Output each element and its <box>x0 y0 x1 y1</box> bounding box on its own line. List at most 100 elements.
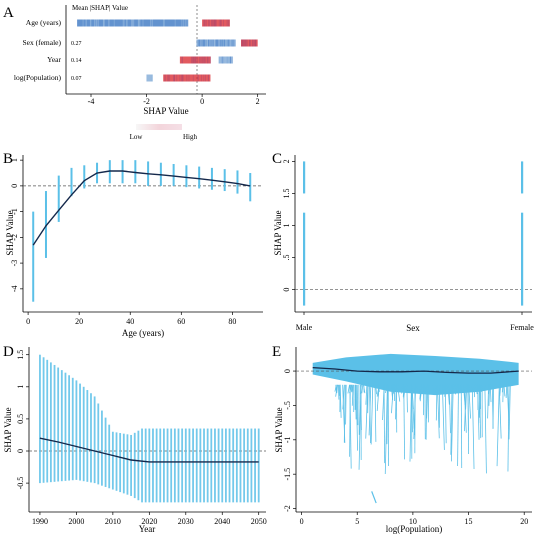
shap-point-column <box>75 380 78 480</box>
shap-point-streak <box>365 384 369 439</box>
shap-point-streak <box>447 384 450 405</box>
beeswarm-point <box>191 56 193 64</box>
beeswarm-point <box>193 56 195 64</box>
shap-point-column <box>32 211 35 302</box>
beeswarm-point <box>222 56 224 64</box>
beeswarm-point <box>104 19 106 27</box>
beeswarm-point <box>241 39 243 47</box>
x-tick-label: 60 <box>177 317 185 326</box>
colorbar-low-label: Low <box>130 133 144 141</box>
shap-point-streak <box>488 384 490 406</box>
shap-point-column <box>163 428 165 503</box>
beeswarm-point <box>205 39 207 47</box>
shap-point-streak <box>419 384 423 402</box>
shap-point-column <box>155 428 158 503</box>
beeswarm-point <box>108 19 110 27</box>
panel-c-ylabel: SHAP Value <box>273 210 283 255</box>
beeswarm-point <box>174 19 176 27</box>
beeswarm-point <box>210 56 211 64</box>
beeswarm-point <box>181 19 183 27</box>
beeswarm-point <box>182 74 184 82</box>
panel-label-b: B <box>3 151 13 167</box>
beeswarm-point <box>249 39 251 47</box>
shap-point-column <box>235 428 238 503</box>
beeswarm-point <box>249 39 250 47</box>
y-tick-label: -2 <box>10 234 19 241</box>
beeswarm-point <box>137 19 139 27</box>
beeswarm-point <box>230 39 232 47</box>
beeswarm-point <box>191 56 192 64</box>
shap-point-streak <box>351 384 354 393</box>
shap-point-column <box>49 362 52 483</box>
x-tick-label: 0 <box>200 97 204 106</box>
beeswarm-point <box>226 39 228 47</box>
beeswarm-point <box>188 74 190 82</box>
shap-point-streak <box>426 384 429 419</box>
beeswarm-point <box>150 74 152 82</box>
beeswarm-point <box>206 39 208 47</box>
shap-point-streak <box>336 384 338 394</box>
beeswarm-point <box>228 19 230 27</box>
shap-point-streak <box>411 384 414 410</box>
panel-e-population: 0 5 10 15 20 -2 -1.5 -1 -.5 0 log(Population) SHA… <box>274 347 532 534</box>
shap-point-streak <box>375 384 377 395</box>
beeswarm-point <box>133 19 135 27</box>
beeswarm-point <box>181 74 183 82</box>
beeswarm-point <box>85 19 87 27</box>
shap-point-column <box>206 428 209 503</box>
beeswarm-point <box>94 19 95 27</box>
beeswarm-point <box>181 56 183 64</box>
x-tick-label: 1990 <box>32 517 48 526</box>
y-tick-label: -1 <box>10 208 19 215</box>
panel-b-ylabel: SHAP Value <box>5 210 15 255</box>
shap-point-streak <box>503 384 506 397</box>
shap-point-streak <box>383 384 386 464</box>
shap-point-streak <box>435 384 438 421</box>
beeswarm-point <box>221 56 223 64</box>
beeswarm-point <box>176 74 178 82</box>
beeswarm-point <box>192 74 194 82</box>
shap-point-column <box>185 165 188 188</box>
beeswarm-point <box>219 56 221 64</box>
shap-point-column <box>70 167 73 197</box>
beeswarm-point <box>126 19 128 27</box>
shap-point-column <box>192 428 194 503</box>
beeswarm-point <box>225 56 226 64</box>
shap-point-column <box>246 428 249 503</box>
shap-point-column <box>97 403 100 485</box>
panel-label-d: D <box>3 344 14 360</box>
shap-point-column <box>111 431 114 490</box>
shap-point-column <box>71 377 74 481</box>
beeswarm-point <box>201 56 203 64</box>
shap-point-streak <box>496 384 500 467</box>
panel-label-c: C <box>272 151 282 167</box>
beeswarm-point <box>122 19 124 27</box>
beeswarm-point <box>204 39 206 47</box>
shap-point-column <box>101 410 103 486</box>
shap-point-streak <box>508 384 511 440</box>
shap-point-column <box>210 167 213 190</box>
panel-b-age: 0 20 40 60 80 -4 -3 -2 -1 0 1 Age (years) SHAP Val… <box>5 155 263 338</box>
category-label: Male <box>296 323 313 332</box>
shap-point-column <box>521 212 524 306</box>
panel-a-ticks: -4 -2 0 2 <box>88 94 260 106</box>
panel-label-e: E <box>272 344 281 360</box>
shap-point-column <box>130 434 132 496</box>
beeswarm-point <box>200 39 201 47</box>
shap-point-streak <box>444 384 447 444</box>
shap-point-streak <box>491 384 494 429</box>
y-tick-label: 0 <box>10 184 19 188</box>
shap-point-column <box>177 428 180 503</box>
shap-point-column <box>83 165 86 189</box>
shap-point-streak <box>391 384 394 414</box>
beeswarm-point <box>255 39 257 47</box>
panel-e-points <box>296 353 532 504</box>
beeswarm-point <box>186 19 188 27</box>
shap-point-column <box>198 166 201 189</box>
shap-point-column <box>119 433 122 493</box>
beeswarm-point <box>213 39 215 47</box>
beeswarm-point <box>194 56 195 64</box>
x-tick-label: 2040 <box>214 517 230 526</box>
beeswarm-point <box>183 19 185 27</box>
